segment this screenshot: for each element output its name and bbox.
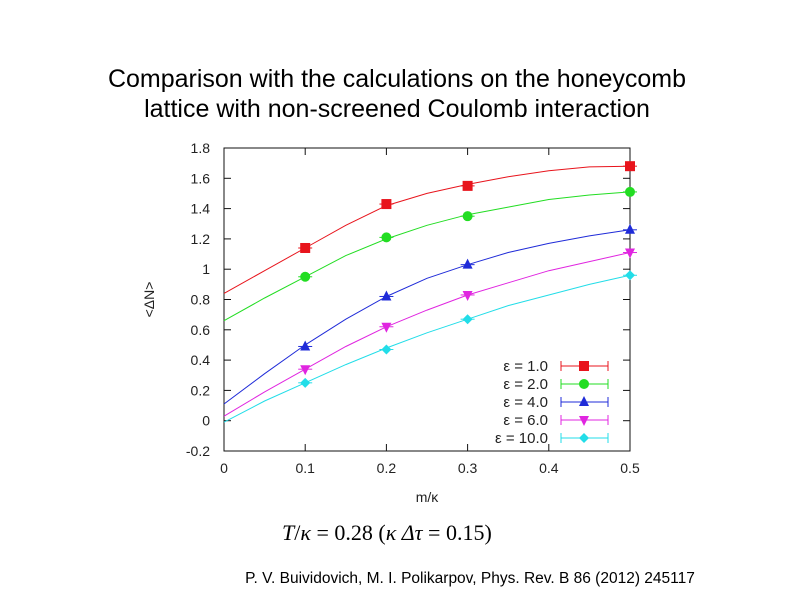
y-tick-label: 0.8 — [191, 292, 211, 308]
legend-label: ε = 6.0 — [503, 412, 548, 429]
data-point — [381, 199, 392, 210]
x-tick-label: 0.4 — [539, 460, 559, 476]
chart-series — [223, 161, 637, 423]
y-axis-label: <ΔN> — [141, 282, 157, 318]
legend-label: ε = 1.0 — [503, 358, 548, 375]
formula-kappa-2: κ — [385, 520, 397, 545]
data-point — [462, 314, 473, 325]
formula-slash: / — [294, 520, 301, 545]
formula-paren-open: ( — [378, 520, 386, 545]
series-line — [223, 274, 631, 423]
x-tick-label: 0 — [220, 460, 228, 476]
y-tick-label: 0 — [202, 413, 210, 429]
legend-marker — [579, 433, 589, 443]
chart-axes: -0.2 0 0.2 0.4 0.6 0.8 1 1.2 1.4 1.6 1.8 0 0.1 0.2 0.3… — [141, 140, 640, 505]
series-line — [223, 252, 631, 417]
formula-value-2: = 0.15 — [428, 520, 485, 545]
y-tick-label: 1.2 — [191, 231, 211, 247]
chart-legend: ε = 1.0ε = 2.0ε = 4.0ε = 6.0ε = 10.0 — [495, 358, 609, 447]
citation: P. V. Buividovich, M. I. Polikarpov, Phy… — [245, 570, 695, 587]
y-tick-label: 0.2 — [191, 382, 211, 398]
formula-paren-close: ) — [484, 520, 492, 545]
x-tick-label: 0.2 — [377, 460, 397, 476]
slide-title-line-2: lattice with non-screened Coulomb intera… — [144, 95, 650, 123]
data-point — [300, 242, 311, 253]
data-point — [625, 223, 635, 234]
x-tick-label: 0.3 — [458, 460, 478, 476]
data-point — [300, 271, 311, 282]
x-axis-label: m/κ — [416, 489, 440, 505]
legend-label: ε = 4.0 — [503, 394, 548, 411]
formula-value-1: = 0.28 — [316, 520, 373, 545]
series-4 — [223, 248, 637, 417]
data-point — [300, 365, 311, 376]
data-point — [625, 248, 635, 259]
data-point — [381, 232, 392, 243]
legend-marker — [579, 361, 589, 371]
data-point — [381, 322, 392, 333]
data-point — [381, 290, 392, 301]
formula-temperature: T — [282, 520, 295, 545]
series-2 — [223, 186, 637, 322]
x-tick-label: 0.5 — [620, 460, 640, 476]
data-point — [381, 344, 392, 355]
series-3 — [223, 223, 637, 405]
legend-marker — [579, 396, 589, 406]
series-5 — [223, 270, 637, 423]
series-line — [223, 165, 631, 294]
slide-title: Comparison with the calculations on the … — [20, 64, 774, 124]
series-line — [223, 229, 631, 405]
legend-marker — [579, 416, 589, 426]
y-tick-label: 1 — [202, 261, 210, 277]
x-tick-label: 0.1 — [295, 460, 315, 476]
y-tick-label: 0.6 — [191, 322, 211, 338]
y-tick-label: 1.4 — [191, 201, 211, 217]
data-point — [625, 161, 635, 172]
data-point — [300, 377, 311, 388]
data-point — [625, 186, 635, 197]
y-tick-label: 1.6 — [191, 170, 211, 186]
data-point — [300, 340, 311, 351]
series-line — [223, 191, 631, 322]
y-tick-label: 0.4 — [191, 352, 211, 368]
data-point — [462, 290, 473, 301]
formula: T/κ = 0.28 (κ Δτ = 0.15) — [282, 520, 572, 546]
data-point — [462, 211, 473, 222]
data-point — [462, 258, 473, 269]
y-tick-label: -0.2 — [186, 443, 210, 459]
legend-label: ε = 10.0 — [495, 430, 548, 447]
formula-delta-tau: Δτ — [401, 520, 423, 545]
slide-title-line-1: Comparison with the calculations on the … — [107, 65, 687, 93]
legend-label: ε = 2.0 — [503, 376, 548, 393]
data-point — [625, 270, 635, 281]
formula-kappa: κ — [300, 520, 311, 545]
data-point — [462, 180, 473, 191]
series-1 — [223, 161, 637, 294]
y-tick-label: 1.8 — [191, 140, 211, 156]
legend-marker — [579, 379, 589, 389]
